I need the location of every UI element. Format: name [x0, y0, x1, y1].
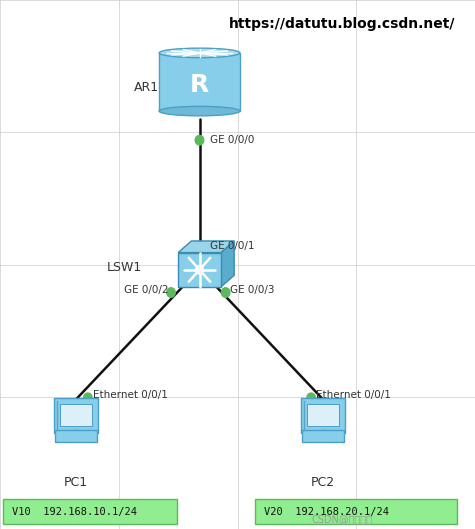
- Text: Ethernet 0/0/1: Ethernet 0/0/1: [316, 390, 391, 400]
- Ellipse shape: [159, 106, 240, 116]
- Ellipse shape: [159, 48, 240, 58]
- Circle shape: [221, 288, 230, 297]
- Text: V20  192.168.20.1/24: V20 192.168.20.1/24: [264, 507, 389, 516]
- Circle shape: [167, 288, 175, 297]
- Text: GE 0/0/3: GE 0/0/3: [230, 285, 275, 295]
- Text: https://datutu.blog.csdn.net/: https://datutu.blog.csdn.net/: [229, 17, 455, 31]
- Circle shape: [195, 241, 204, 251]
- Text: GE 0/0/1: GE 0/0/1: [210, 241, 255, 251]
- Polygon shape: [221, 241, 234, 287]
- FancyBboxPatch shape: [255, 499, 457, 524]
- Text: PC2: PC2: [311, 476, 335, 489]
- FancyBboxPatch shape: [302, 430, 344, 442]
- FancyBboxPatch shape: [178, 253, 221, 287]
- Circle shape: [307, 393, 315, 403]
- Text: LSW1: LSW1: [107, 261, 142, 273]
- Text: V10  192.168.10.1/24: V10 192.168.10.1/24: [12, 507, 137, 516]
- FancyBboxPatch shape: [54, 398, 98, 433]
- FancyBboxPatch shape: [3, 499, 177, 524]
- FancyBboxPatch shape: [55, 430, 97, 442]
- Circle shape: [196, 266, 203, 274]
- Text: PC1: PC1: [64, 476, 88, 489]
- FancyBboxPatch shape: [60, 405, 92, 426]
- Circle shape: [84, 393, 92, 403]
- Circle shape: [195, 135, 204, 145]
- Text: GE 0/0/2: GE 0/0/2: [124, 285, 169, 295]
- Text: GE 0/0/0: GE 0/0/0: [210, 135, 254, 145]
- FancyBboxPatch shape: [302, 398, 345, 433]
- FancyBboxPatch shape: [307, 405, 339, 426]
- Text: Ethernet 0/0/1: Ethernet 0/0/1: [93, 390, 168, 400]
- FancyBboxPatch shape: [159, 53, 240, 111]
- Polygon shape: [178, 241, 234, 253]
- Text: CSDN@皓月盈江: CSDN@皓月盈江: [312, 515, 372, 524]
- Text: R: R: [190, 72, 209, 97]
- Text: AR1: AR1: [134, 81, 159, 94]
